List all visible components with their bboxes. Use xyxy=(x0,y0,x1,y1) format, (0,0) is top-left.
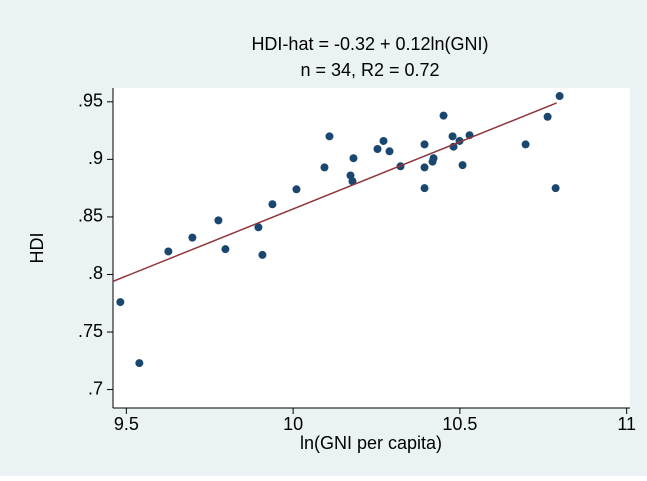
x-tick-label: 10 xyxy=(283,414,303,434)
point xyxy=(135,359,144,368)
point xyxy=(348,177,357,186)
point xyxy=(373,145,382,154)
x-tick-label: 9.5 xyxy=(114,414,139,434)
fit-line xyxy=(112,102,557,283)
point xyxy=(379,136,388,145)
point xyxy=(221,245,230,254)
point xyxy=(385,147,394,156)
point xyxy=(214,216,223,225)
point xyxy=(448,132,457,141)
x-tick-label: 10.5 xyxy=(442,414,477,434)
point xyxy=(521,140,530,149)
point xyxy=(551,184,560,193)
y-tick-label: .95 xyxy=(78,91,103,111)
point xyxy=(258,250,267,259)
point xyxy=(320,163,329,172)
point xyxy=(325,132,334,141)
x-tick-label: 11 xyxy=(617,414,636,434)
y-axis-label: HDI xyxy=(27,233,47,264)
point xyxy=(164,247,173,256)
point xyxy=(116,298,125,307)
point xyxy=(268,200,277,209)
y-tick-label: .9 xyxy=(88,148,103,168)
y-tick-label: .7 xyxy=(88,378,103,398)
point xyxy=(420,184,429,193)
point xyxy=(420,140,429,149)
point xyxy=(458,161,467,170)
point xyxy=(555,92,564,101)
chart-title: HDI-hat = -0.32 + 0.12ln(GNI) xyxy=(251,34,488,54)
point xyxy=(254,223,263,232)
point xyxy=(439,111,448,120)
point xyxy=(543,112,552,121)
point xyxy=(420,163,429,172)
point xyxy=(188,233,197,242)
chart-subtitle: n = 34, R2 = 0.72 xyxy=(300,60,439,80)
point xyxy=(349,154,358,163)
x-axis-label: ln(GNI per capita) xyxy=(300,433,442,453)
y-tick-label: .75 xyxy=(78,321,103,341)
y-tick-label: .85 xyxy=(78,206,103,226)
plot-area xyxy=(113,88,630,408)
point xyxy=(292,185,301,194)
point xyxy=(429,154,438,163)
y-tick-label: .8 xyxy=(88,263,103,283)
